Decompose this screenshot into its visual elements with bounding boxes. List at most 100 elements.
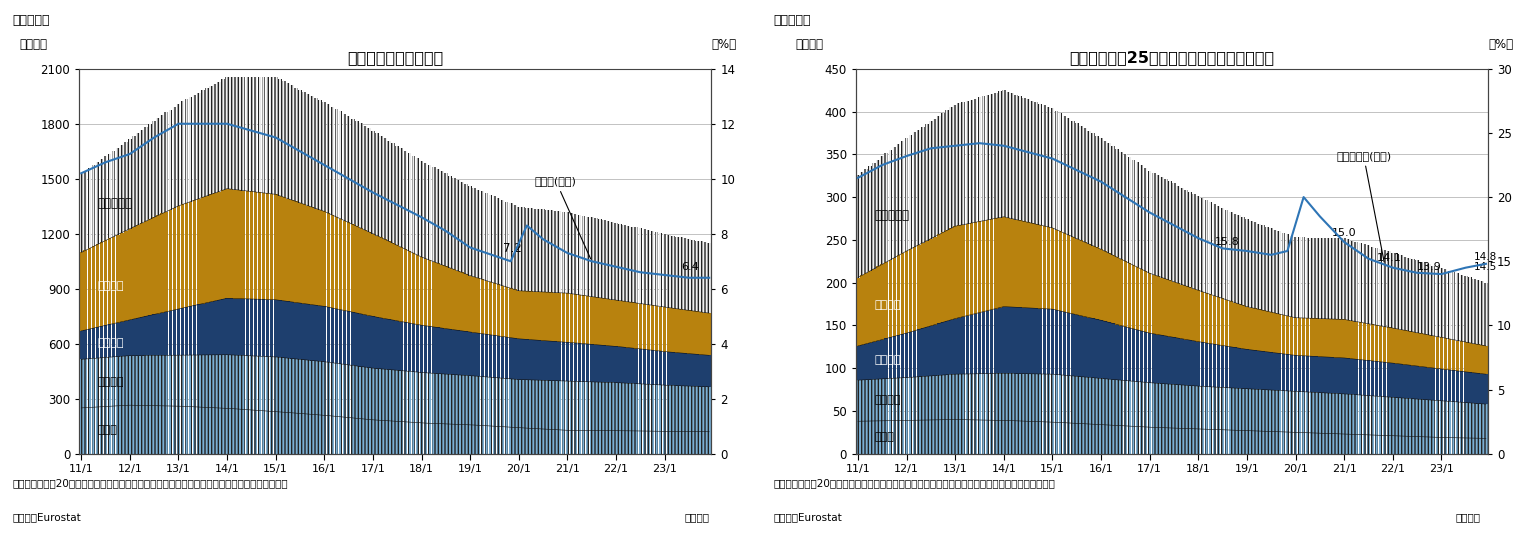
Bar <box>545 292 548 341</box>
Bar <box>116 356 119 406</box>
Bar <box>1480 281 1483 345</box>
Bar <box>160 116 164 213</box>
Bar <box>245 410 250 454</box>
Bar <box>152 315 155 355</box>
Bar <box>282 81 286 197</box>
Bar <box>1456 402 1459 438</box>
Bar <box>1193 429 1196 454</box>
Bar <box>1197 429 1200 454</box>
Bar <box>1127 263 1132 328</box>
Bar <box>1007 421 1010 454</box>
Bar <box>586 296 589 344</box>
Bar <box>318 210 321 306</box>
Bar <box>1188 288 1193 340</box>
Bar <box>267 356 270 411</box>
Bar <box>909 332 912 377</box>
Bar <box>513 289 516 338</box>
Bar <box>892 257 896 336</box>
Bar <box>961 374 966 420</box>
Bar <box>1014 421 1017 454</box>
Bar <box>1241 431 1244 454</box>
Bar <box>1334 434 1337 454</box>
Bar <box>1078 316 1083 377</box>
Bar <box>982 420 985 454</box>
Bar <box>1229 301 1232 347</box>
Bar <box>1034 224 1039 309</box>
Bar <box>1112 379 1115 425</box>
Bar <box>472 333 477 376</box>
Bar <box>169 109 172 210</box>
Bar <box>525 208 528 291</box>
Bar <box>982 373 985 420</box>
Bar <box>367 128 370 232</box>
Bar <box>1100 378 1103 425</box>
Bar <box>1144 168 1147 271</box>
Bar <box>1330 358 1334 393</box>
Bar <box>286 358 289 412</box>
Bar <box>707 387 711 432</box>
Bar <box>1439 437 1444 454</box>
Bar <box>1051 228 1054 309</box>
Bar <box>267 78 270 194</box>
Bar <box>375 235 379 317</box>
Bar <box>209 194 213 302</box>
Bar <box>643 431 646 454</box>
Bar <box>362 230 367 315</box>
Bar <box>1480 438 1483 454</box>
Bar <box>998 218 1002 307</box>
Bar <box>489 377 492 426</box>
Bar <box>189 306 192 355</box>
Bar <box>707 313 711 355</box>
Bar <box>299 203 302 303</box>
Bar <box>973 314 978 374</box>
Bar <box>87 329 91 359</box>
Bar <box>1387 362 1390 397</box>
Bar <box>262 193 265 299</box>
Bar <box>1378 326 1383 362</box>
Bar <box>213 84 216 193</box>
Bar <box>1334 358 1337 393</box>
Bar <box>550 381 553 430</box>
Bar <box>1375 435 1378 454</box>
Text: 13.9: 13.9 <box>1416 262 1442 272</box>
Bar <box>1375 248 1378 325</box>
Bar <box>1043 374 1046 422</box>
Bar <box>379 135 382 238</box>
Bar <box>885 153 888 262</box>
Bar <box>1468 438 1471 454</box>
Bar <box>294 413 299 454</box>
Bar <box>1363 323 1366 360</box>
Bar <box>1269 353 1273 390</box>
Bar <box>1476 280 1480 344</box>
Bar <box>1424 437 1427 454</box>
Bar <box>545 210 548 292</box>
Text: （注）ユーロ圏20か国。季節調整値、その他はドイツ・フランス・イタリア・スペインを除く国。: （注）ユーロ圏20か国。季節調整値、その他はドイツ・フランス・イタリア・スペイン… <box>774 478 1055 488</box>
Bar <box>1298 238 1301 318</box>
Bar <box>1139 165 1144 270</box>
Bar <box>1322 238 1325 318</box>
Bar <box>225 408 228 454</box>
Bar <box>1066 423 1071 454</box>
Bar <box>148 315 152 355</box>
Bar <box>1281 432 1285 454</box>
Bar <box>1007 92 1010 218</box>
Bar <box>335 416 338 454</box>
Bar <box>1322 357 1325 393</box>
Bar <box>148 124 152 219</box>
Bar <box>1439 401 1444 437</box>
Bar <box>550 210 553 293</box>
Bar <box>302 414 306 454</box>
Bar <box>1253 431 1256 454</box>
Bar <box>663 307 667 351</box>
Bar <box>1290 355 1293 391</box>
Bar <box>1378 362 1383 397</box>
Bar <box>966 374 969 420</box>
Bar <box>323 211 326 306</box>
Bar <box>1456 273 1459 340</box>
Bar <box>270 194 274 300</box>
Bar <box>998 307 1002 373</box>
Bar <box>445 328 448 374</box>
Bar <box>238 299 241 355</box>
Bar <box>970 420 973 454</box>
Bar <box>1217 387 1220 430</box>
